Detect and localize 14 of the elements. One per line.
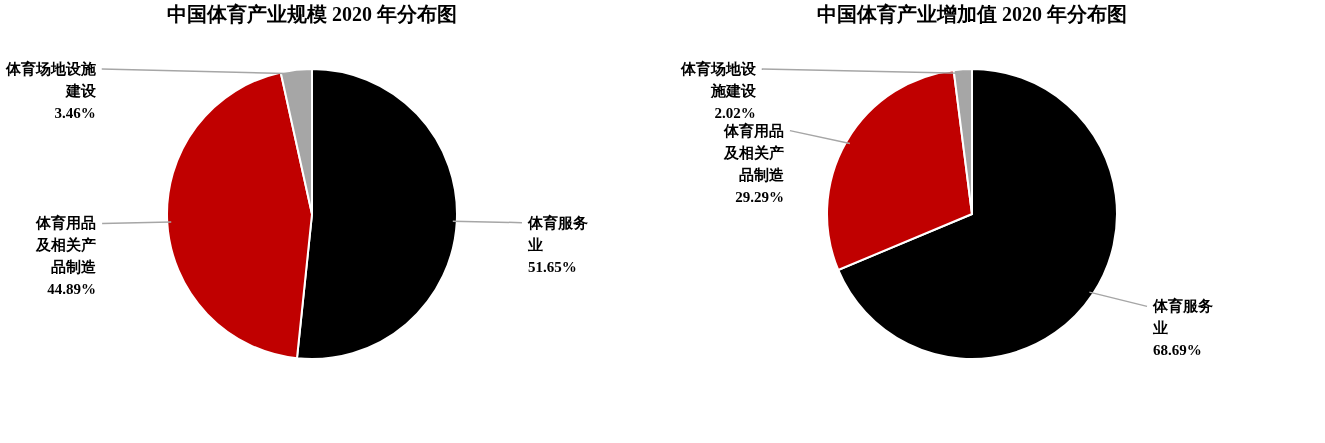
data-label: 44.89%: [47, 281, 97, 298]
data-label: 29.29%: [735, 188, 784, 205]
chart-title: 中国体育产业增加值 2020 年分布图: [817, 3, 1127, 25]
slice-label: 体育服务业: [526, 213, 588, 253]
data-label: 2.02%: [714, 105, 756, 121]
data-label: 68.69%: [1153, 342, 1202, 359]
slice-label: 体育用品及相关产品制造: [722, 121, 785, 183]
data-label: 3.46%: [54, 105, 96, 121]
data-label: 51.65%: [527, 258, 577, 275]
slice-label: 体育用品及相关产品制造: [35, 214, 98, 276]
slice-label: 体育场地设施建设: [4, 60, 97, 99]
slice-label: 体育服务业: [1152, 297, 1214, 337]
chart-title: 中国体育产业规模 2020 年分布图: [167, 3, 457, 25]
slice-label: 体育场地设施建设: [679, 60, 757, 99]
